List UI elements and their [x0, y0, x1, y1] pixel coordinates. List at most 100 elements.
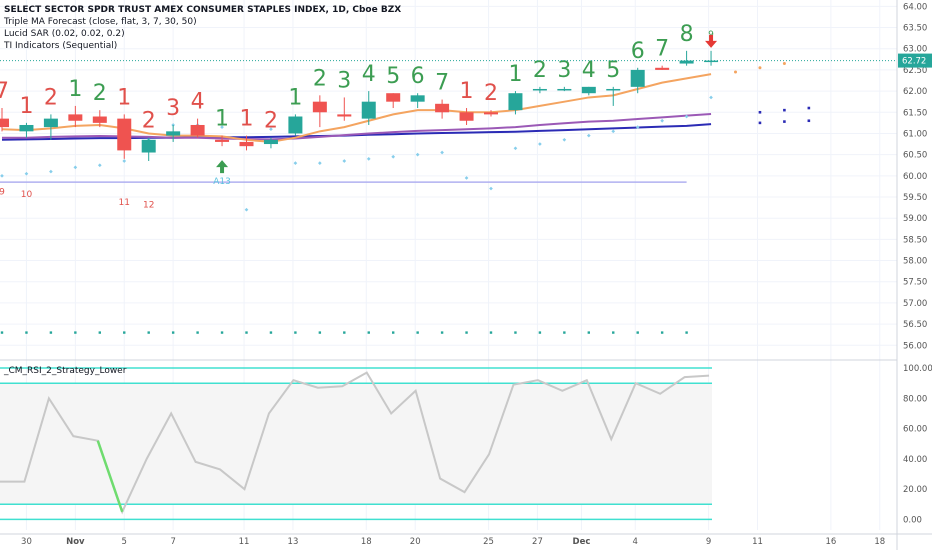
rsi-tick-label: 40.00	[903, 455, 927, 465]
sar-dot	[611, 129, 616, 134]
candle-body[interactable]	[141, 139, 156, 153]
indicator-lucid-sar[interactable]: Lucid SAR (0.02, 0.02, 0.2)	[4, 29, 125, 39]
candle-body[interactable]	[43, 118, 58, 128]
td-count-label: 1	[117, 85, 131, 110]
rsi-tick-label: 100.00	[903, 364, 932, 374]
td-count-label: 1	[240, 107, 254, 132]
td-count-label: 2	[264, 109, 278, 134]
td-count-label: 1	[215, 107, 229, 132]
candle-body[interactable]	[19, 124, 34, 132]
ma-forecast-dot	[758, 66, 762, 70]
td-count-label: 2	[142, 109, 156, 134]
signal-arrows: A13	[213, 34, 718, 187]
price-tick-label: 56.00	[903, 341, 927, 351]
td-small-count-label: 12	[143, 200, 154, 210]
bottom-signal-dot	[123, 331, 126, 334]
td-count-label: 6	[411, 64, 425, 89]
candle-body[interactable]	[459, 112, 474, 121]
rsi-line	[0, 371, 710, 515]
price-tick-label: 58.50	[903, 235, 927, 245]
candle-body[interactable]	[508, 93, 523, 111]
bottom-signal-dot	[587, 331, 590, 334]
candle-body[interactable]	[410, 95, 425, 102]
candle-body[interactable]	[190, 124, 205, 136]
candle-body[interactable]	[484, 112, 498, 115]
bottom-signal-dot	[318, 331, 322, 334]
candle-body[interactable]	[630, 69, 645, 87]
td-count-label: 2	[93, 81, 107, 106]
candle-body[interactable]	[215, 139, 230, 142]
price-tick-label: 61.00	[903, 129, 927, 139]
candle-body[interactable]	[386, 93, 401, 102]
candle-body[interactable]	[117, 118, 132, 151]
time-tick-label: 9	[706, 537, 711, 547]
candle-body[interactable]	[312, 101, 327, 113]
price-tick-label: 62.50	[903, 66, 927, 76]
indicator-triple-ma[interactable]: Triple MA Forecast (close, flat, 3, 7, 3…	[4, 17, 197, 27]
candle-body[interactable]	[68, 114, 83, 121]
candle-body[interactable]	[532, 88, 547, 91]
bottom-signal-dot	[0, 331, 4, 334]
candle-body[interactable]	[337, 114, 352, 117]
sar-forecast-dot	[807, 106, 811, 110]
candle-body[interactable]	[288, 116, 303, 134]
candle-body[interactable]	[0, 118, 9, 128]
td-count-label: 4	[582, 58, 596, 83]
td-count-label: 4	[191, 90, 205, 115]
bottom-signal-dot	[612, 331, 615, 334]
candlesticks[interactable]	[0, 50, 719, 161]
price-axis-background	[897, 0, 932, 550]
time-tick-label: 11	[752, 537, 763, 547]
candle-body[interactable]	[361, 101, 376, 119]
td-count-label: 7	[0, 79, 9, 104]
rsi-highlight-segment	[96, 440, 124, 513]
candle-body[interactable]	[655, 67, 670, 70]
rsi-tick-label: 60.00	[903, 425, 927, 435]
candle-body[interactable]	[435, 103, 450, 113]
price-tick-label: 59.00	[903, 214, 927, 224]
chart-title[interactable]: SELECT SECTOR SPDR TRUST AMEX CONSUMER S…	[4, 5, 402, 15]
candle-body[interactable]	[679, 60, 694, 64]
candle-body[interactable]	[239, 141, 254, 147]
price-tick-label: 63.50	[903, 24, 927, 34]
price-tick-label: 62.00	[903, 87, 927, 97]
sar-dot	[538, 142, 542, 146]
bottom-signal-dot	[392, 331, 395, 334]
bottom-signal-dot	[538, 331, 542, 334]
sar-dot	[562, 137, 567, 142]
rsi-tick-label: 80.00	[903, 394, 927, 404]
rsi-tick-label: 20.00	[903, 485, 927, 495]
td-sequential-counts: 7121212341121234567121234567899101112	[0, 22, 714, 211]
td-count-label: 2	[484, 81, 498, 106]
candle-body[interactable]	[704, 60, 719, 63]
lower-panel-title[interactable]: _CM_RSI_2_Strategy_Lower	[4, 366, 127, 376]
bottom-signal-dot	[514, 331, 517, 334]
candle-body[interactable]	[557, 88, 572, 91]
candle-body[interactable]	[581, 86, 596, 94]
time-tick-label: 7	[170, 537, 175, 547]
lower-panel-background	[0, 359, 932, 505]
sar-dot	[342, 159, 347, 163]
sar-dot	[220, 125, 224, 129]
price-tick-label: 64.00	[903, 2, 927, 12]
indicator-ti-sequential[interactable]: TI Indicators (Sequential)	[4, 41, 118, 51]
sar-dot	[318, 161, 322, 165]
candle-body[interactable]	[166, 131, 181, 136]
candle-body[interactable]	[606, 88, 621, 91]
candle-body[interactable]	[263, 139, 278, 145]
bottom-signal-dot	[489, 331, 493, 334]
bottom-signal-dot	[465, 331, 468, 334]
sar-dot	[415, 152, 420, 157]
td-count-label: 2	[313, 66, 327, 91]
rsi-tick-label: 0.00	[903, 515, 922, 525]
time-tick-label: 20	[410, 537, 421, 547]
price-tick-label: 56.50	[903, 320, 927, 330]
candle-body[interactable]	[92, 116, 107, 123]
time-tick-label: 18	[361, 537, 372, 547]
sar-dot	[489, 186, 493, 191]
td-count-label: 1	[460, 79, 474, 104]
sar-dot	[513, 146, 518, 151]
bottom-signal-dot	[74, 331, 77, 334]
